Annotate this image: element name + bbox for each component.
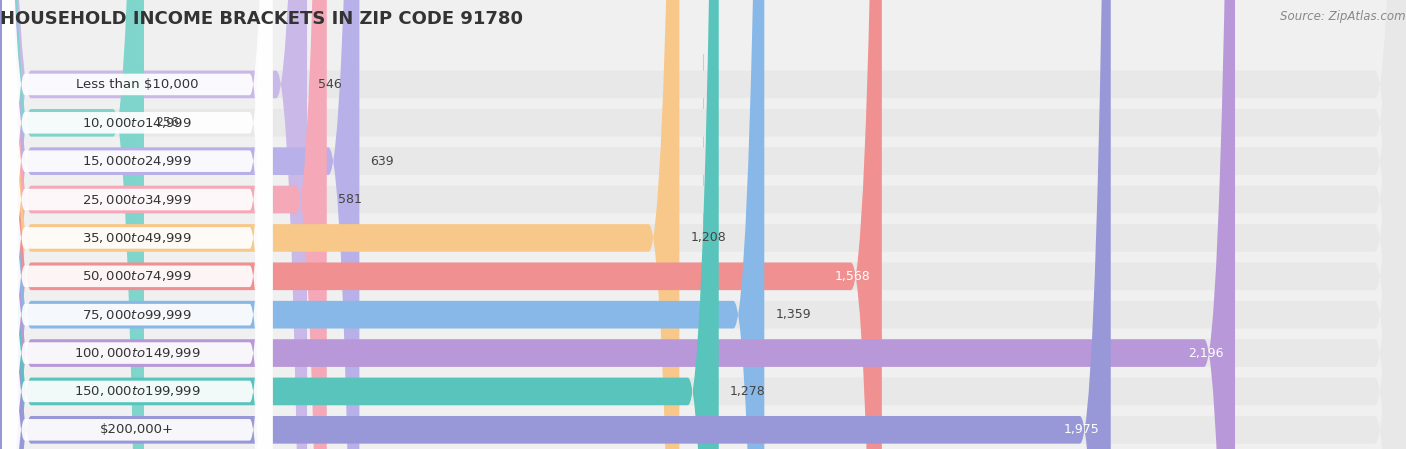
FancyBboxPatch shape: [3, 0, 273, 449]
FancyBboxPatch shape: [3, 0, 273, 449]
Text: $25,000 to $34,999: $25,000 to $34,999: [83, 193, 193, 207]
FancyBboxPatch shape: [3, 0, 273, 449]
Text: 639: 639: [371, 154, 394, 167]
FancyBboxPatch shape: [0, 0, 360, 449]
FancyBboxPatch shape: [3, 0, 273, 449]
Text: $35,000 to $49,999: $35,000 to $49,999: [83, 231, 193, 245]
Text: $100,000 to $149,999: $100,000 to $149,999: [75, 346, 201, 360]
Text: $15,000 to $24,999: $15,000 to $24,999: [83, 154, 193, 168]
FancyBboxPatch shape: [3, 0, 273, 449]
FancyBboxPatch shape: [0, 0, 143, 449]
FancyBboxPatch shape: [0, 0, 1111, 449]
FancyBboxPatch shape: [3, 0, 273, 449]
Text: 2,196: 2,196: [1188, 347, 1223, 360]
Text: $150,000 to $199,999: $150,000 to $199,999: [75, 384, 201, 398]
Text: $10,000 to $14,999: $10,000 to $14,999: [83, 116, 193, 130]
Text: HOUSEHOLD INCOME BRACKETS IN ZIP CODE 91780: HOUSEHOLD INCOME BRACKETS IN ZIP CODE 91…: [0, 9, 523, 27]
Text: $75,000 to $99,999: $75,000 to $99,999: [83, 308, 193, 321]
Text: 1,975: 1,975: [1064, 423, 1099, 436]
Text: $50,000 to $74,999: $50,000 to $74,999: [83, 269, 193, 283]
Text: 1,208: 1,208: [690, 231, 727, 244]
Text: $200,000+: $200,000+: [100, 423, 174, 436]
FancyBboxPatch shape: [0, 0, 307, 449]
FancyBboxPatch shape: [0, 0, 679, 449]
FancyBboxPatch shape: [0, 0, 882, 449]
FancyBboxPatch shape: [0, 0, 718, 449]
Text: 546: 546: [318, 78, 342, 91]
FancyBboxPatch shape: [3, 0, 273, 449]
Text: 1,359: 1,359: [776, 308, 811, 321]
FancyBboxPatch shape: [3, 0, 273, 449]
Text: 256: 256: [155, 116, 179, 129]
Text: 1,568: 1,568: [835, 270, 870, 283]
Text: 581: 581: [337, 193, 361, 206]
FancyBboxPatch shape: [3, 0, 273, 449]
FancyBboxPatch shape: [0, 0, 326, 449]
FancyBboxPatch shape: [3, 0, 273, 449]
Text: 1,278: 1,278: [730, 385, 766, 398]
FancyBboxPatch shape: [0, 0, 1234, 449]
FancyBboxPatch shape: [0, 0, 765, 449]
Text: Source: ZipAtlas.com: Source: ZipAtlas.com: [1281, 9, 1406, 22]
Text: Less than $10,000: Less than $10,000: [76, 78, 198, 91]
